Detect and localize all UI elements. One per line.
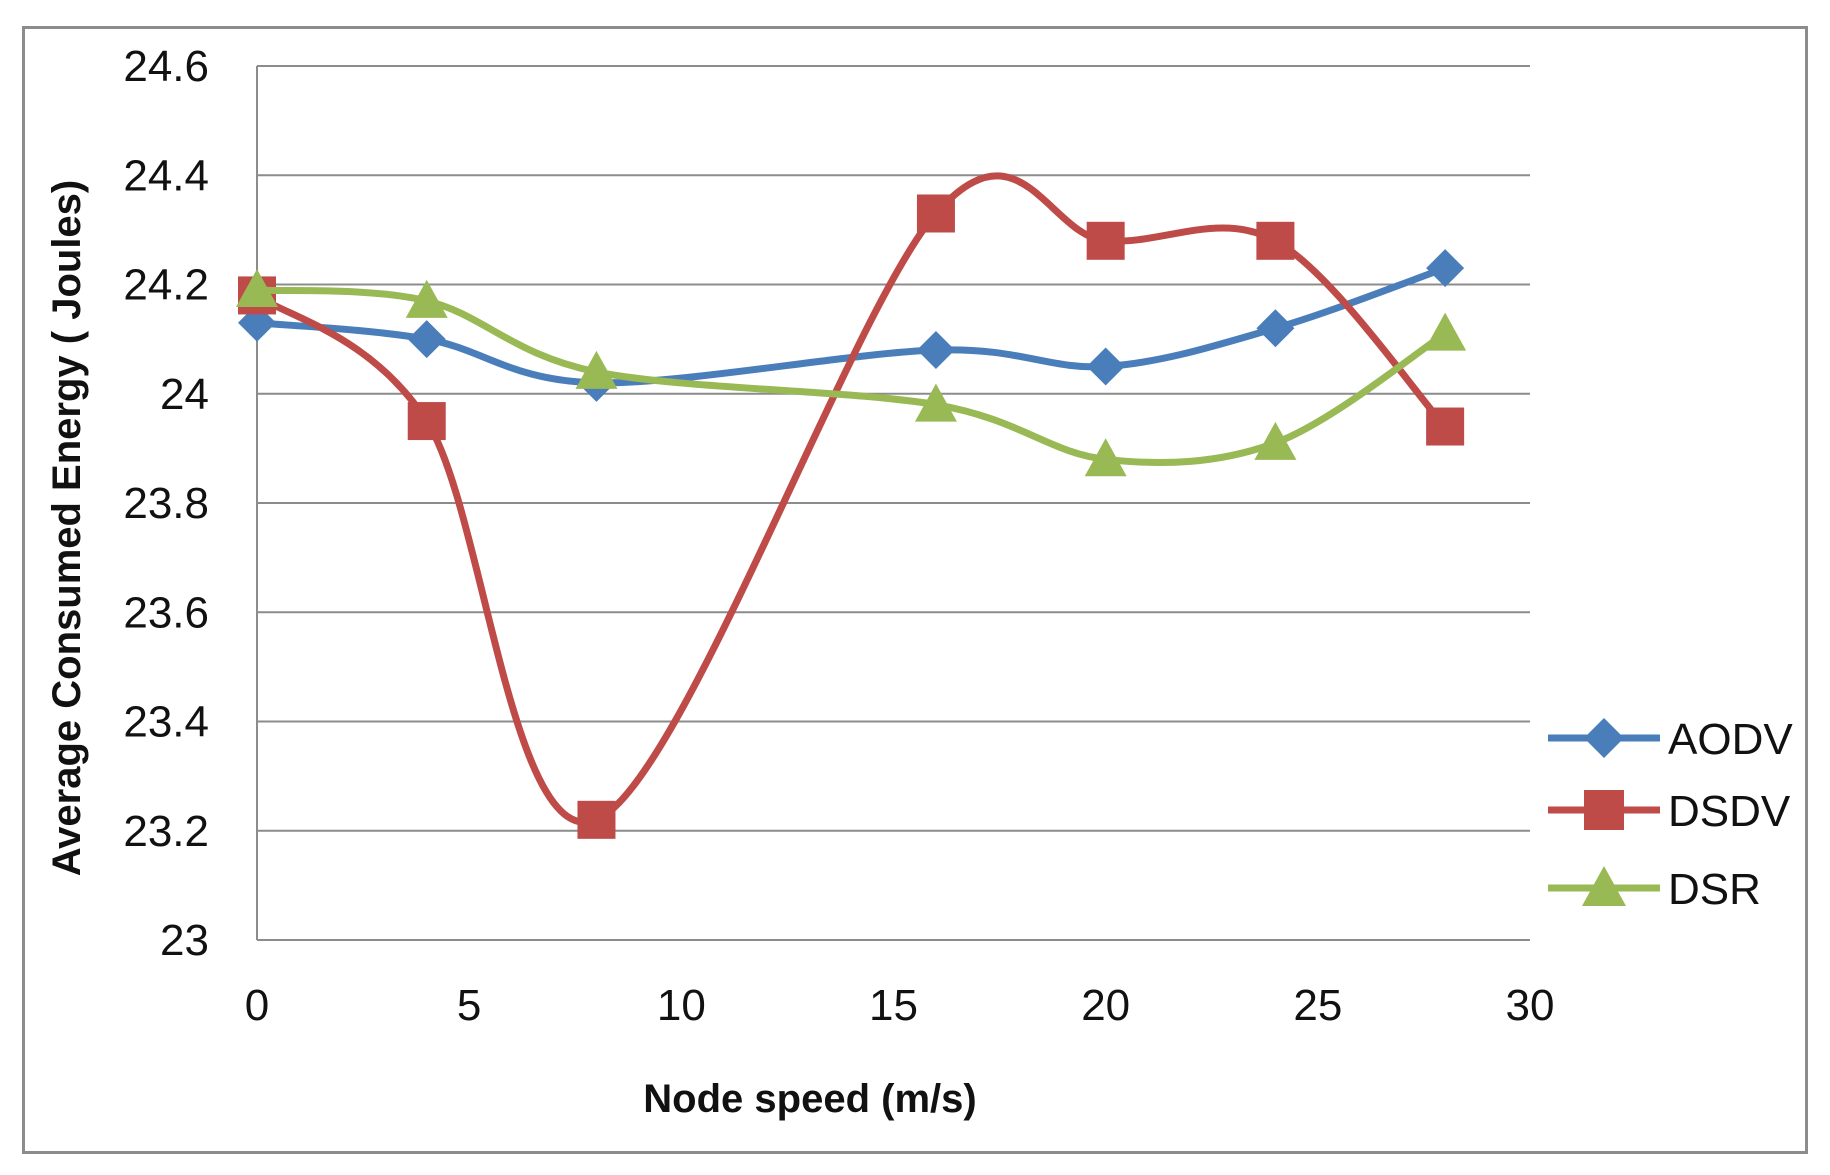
data-point-aodv: [407, 320, 446, 359]
legend-label-dsdv: DSDV: [1668, 787, 1791, 836]
data-point-aodv: [1086, 347, 1125, 386]
data-point-dsdv: [407, 402, 446, 441]
y-tick-labels: 23 23.2 23.4 23.6 23.8 24 24.2 24.4 24.6: [123, 42, 209, 965]
x-axis-title: Node speed (m/s): [643, 1077, 976, 1121]
legend-item-dsdv: DSDV: [1548, 787, 1791, 836]
data-point-dsdv: [916, 194, 955, 233]
legend-marker-dsr: [1582, 866, 1626, 906]
data-point-dsr: [914, 383, 957, 422]
x-tick-label: 30: [1506, 981, 1555, 1030]
series-dsdv: [238, 172, 1465, 839]
series-line-dsdv: [253, 172, 1449, 826]
data-point-dsdv: [1256, 221, 1295, 260]
y-tick-label: 23.2: [123, 807, 209, 856]
y-tick-label: 23: [160, 916, 209, 965]
x-tick-labels: 0 5 10 15 20 25 30: [245, 981, 1555, 1030]
x-tick-label: 20: [1081, 981, 1130, 1030]
data-point-dsdv: [1086, 221, 1125, 260]
data-point-aodv: [916, 331, 955, 370]
grid-layer: [256, 65, 1530, 940]
data-point-dsr: [575, 350, 618, 389]
x-tick-label: 25: [1293, 981, 1342, 1030]
y-tick-label: 24.6: [123, 42, 209, 91]
legend-label-dsr: DSR: [1668, 865, 1761, 914]
y-axis-title: Average Consumed Energy ( Joules): [45, 180, 89, 876]
legend-marker-aodv: [1584, 718, 1624, 758]
x-tick-label: 10: [657, 981, 706, 1030]
data-point-aodv: [1256, 309, 1295, 348]
series-dsr: [236, 268, 1467, 477]
series-layer: [236, 172, 1467, 839]
series-aodv: [238, 249, 1465, 402]
y-tick-label: 23.4: [123, 698, 209, 747]
data-point-dsr: [1254, 421, 1297, 460]
data-point-dsr: [1084, 438, 1127, 477]
y-tick-label: 23.8: [123, 479, 209, 528]
y-tick-label: 24: [160, 370, 209, 419]
y-tick-label: 24.2: [123, 261, 209, 310]
data-point-aodv: [1426, 249, 1465, 288]
legend-label-aodv: AODV: [1668, 715, 1793, 764]
x-tick-label: 5: [457, 981, 481, 1030]
legend: AODV DSDV DSR: [1548, 715, 1793, 914]
data-point-dsr: [236, 268, 278, 307]
data-point-dsdv: [577, 800, 616, 839]
data-point-dsr: [405, 279, 448, 318]
data-point-dsdv: [1426, 407, 1465, 446]
y-tick-label: 24.4: [123, 151, 209, 200]
legend-item-dsr: DSR: [1548, 865, 1761, 914]
legend-marker-dsdv: [1584, 790, 1624, 830]
legend-item-aodv: AODV: [1548, 715, 1793, 764]
chart-frame: [22, 26, 1808, 1154]
x-tick-label: 15: [869, 981, 918, 1030]
data-point-dsr: [1424, 312, 1467, 351]
x-tick-label: 0: [245, 981, 269, 1030]
y-tick-label: 23.6: [123, 588, 209, 637]
